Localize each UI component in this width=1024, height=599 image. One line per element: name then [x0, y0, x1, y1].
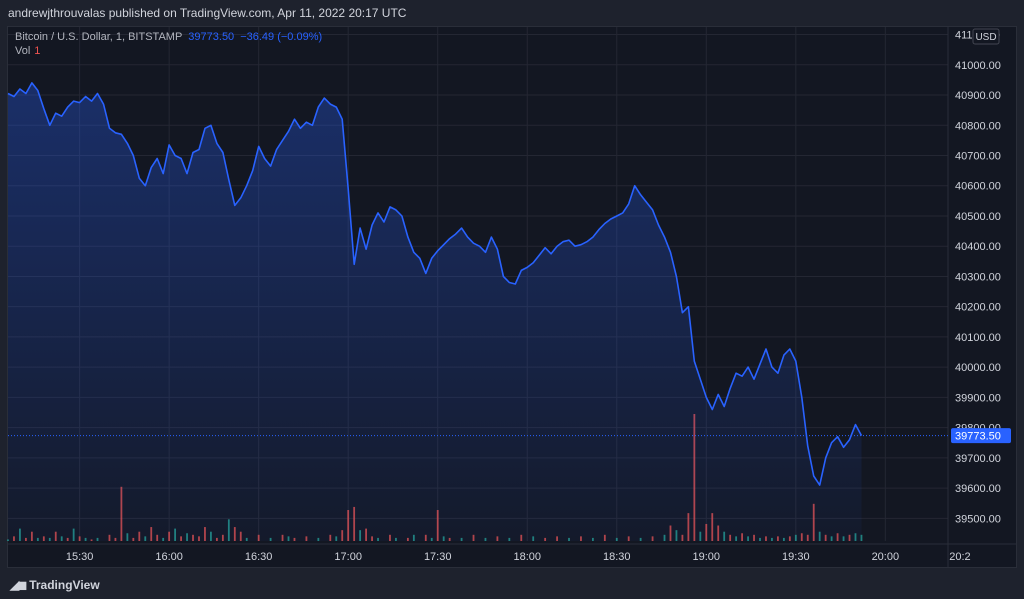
- x-tick-label: 20:2: [949, 551, 970, 563]
- volume-bar: [7, 539, 9, 541]
- price-axis[interactable]: 39500.0039600.0039700.0039800.0039900.00…: [955, 30, 1001, 526]
- publisher-line: andrewjthrouvalas published on TradingVi…: [0, 0, 1024, 26]
- symbol-legend: Bitcoin / U.S. Dollar, 1, BITSTAMP 39773.…: [15, 30, 322, 44]
- brand-label: TradingView: [29, 578, 100, 592]
- tradingview-mark-icon: ◢◼: [10, 578, 27, 592]
- y-tick-label: 41000.00: [955, 60, 1001, 72]
- volume-legend: Vol 1: [15, 45, 40, 57]
- price-area: [8, 82, 862, 542]
- volume-value: 1: [34, 45, 41, 57]
- y-tick-label: 40600.00: [955, 181, 1001, 193]
- y-tick-label: 40500.00: [955, 211, 1001, 223]
- x-tick-label: 18:30: [603, 551, 631, 563]
- y-tick-label: 40800.00: [955, 120, 1001, 132]
- price-line: [7, 82, 863, 486]
- volume-label[interactable]: Vol: [15, 45, 31, 57]
- x-tick-label: 16:00: [155, 551, 183, 563]
- last-price-tag: 39773.50: [951, 428, 1011, 444]
- price-change-value: −36.49 (−0.09%): [240, 31, 323, 43]
- footer: ◢◼ TradingView: [0, 568, 1024, 599]
- y-tick-label: 39900.00: [955, 392, 1001, 404]
- y-tick-label: 39500.00: [955, 513, 1001, 525]
- y-tick-label: 40900.00: [955, 90, 1001, 102]
- x-tick-label: 16:30: [245, 551, 273, 563]
- x-tick-label: 19:30: [782, 551, 810, 563]
- y-tick-label: 40100.00: [955, 332, 1001, 344]
- x-tick-label: 18:00: [513, 551, 541, 563]
- currency-box: USD: [972, 28, 1000, 45]
- last-price-value: 39773.50: [188, 31, 235, 43]
- time-axis[interactable]: 15:30 16:00 16:30 17:00 17:30 18:00 18:30 19:00…: [66, 551, 971, 563]
- currency-label: USD: [975, 32, 996, 43]
- x-tick-label: 15:30: [66, 551, 94, 563]
- x-tick-label: 17:00: [334, 551, 362, 563]
- y-tick-label: 40400.00: [955, 241, 1001, 253]
- y-tick-label: 40000.00: [955, 362, 1001, 374]
- price-chart[interactable]: 39500.0039600.0039700.0039800.0039900.00…: [7, 26, 1017, 568]
- x-tick-label: 17:30: [424, 551, 452, 563]
- tradingview-logo[interactable]: ◢◼ TradingView: [10, 578, 100, 592]
- symbol-label[interactable]: Bitcoin / U.S. Dollar, 1, BITSTAMP: [15, 31, 183, 43]
- y-tick-label: 40200.00: [955, 302, 1001, 314]
- x-tick-label: 19:00: [693, 551, 721, 563]
- y-tick-label: 40700.00: [955, 151, 1001, 163]
- y-tick-label: 39600.00: [955, 483, 1001, 495]
- last-price-tag-text: 39773.50: [955, 431, 1001, 443]
- y-tick-label: 40300.00: [955, 271, 1001, 283]
- x-tick-label: 20:00: [872, 551, 900, 563]
- y-tick-label: 39700.00: [955, 453, 1001, 465]
